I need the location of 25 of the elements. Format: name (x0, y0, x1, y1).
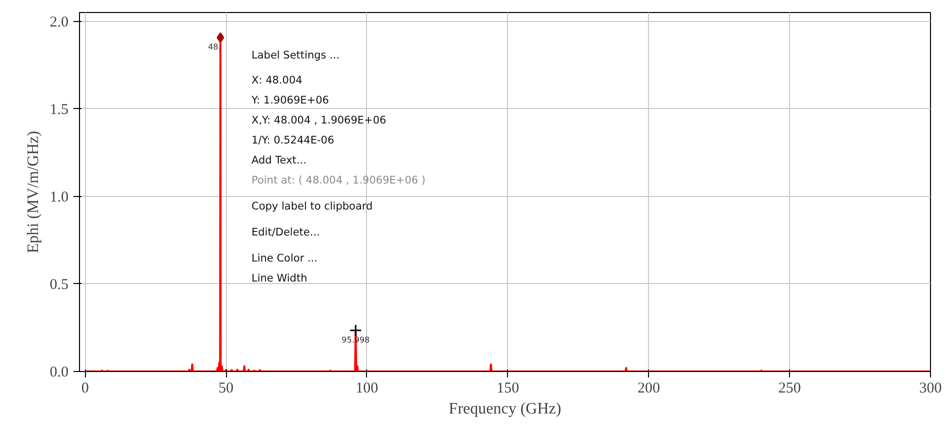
x-axis-title: Frequency (GHz) (448, 400, 562, 418)
y-tick-label: 2.0 (50, 14, 68, 30)
annotation: Y: 1.9069E+06 (250, 94, 330, 106)
y-tick-label: 1.5 (50, 102, 68, 118)
y-tick-label: 1.0 (50, 189, 68, 206)
annotation: 1/Y: 0.5244E-06 (252, 134, 334, 146)
y-tick-label: 0.0 (50, 364, 68, 380)
annotation: X: 48.004 (252, 74, 303, 86)
x-tick-label: 0 (81, 380, 89, 396)
x-tick-label: 300 (919, 380, 942, 396)
x-tick-label: 100 (356, 380, 378, 396)
x-tick-label: 50 (218, 380, 234, 396)
annotation: Line Width (252, 272, 308, 284)
annotation: Copy label to clipboard (252, 200, 373, 212)
annotation: Line Color ... (252, 252, 318, 264)
x-tick-label: 150 (496, 380, 520, 396)
annotation: X,Y: 48.004 , 1.9069E+06 (252, 114, 387, 126)
annotation: Point at: ( 48.004 , 1.9069E+06 ) (252, 174, 426, 186)
y-axis-title: Ephi (MV/m/GHz) (24, 130, 42, 254)
annotation: Label Settings ... (252, 50, 340, 62)
annotation: Edit/Delete... (252, 226, 320, 238)
x-tick-label: 250 (778, 380, 801, 396)
annotation: Add Text... (252, 154, 306, 166)
y-tick-label: 0.5 (50, 276, 68, 293)
x-tick-label: 200 (637, 380, 660, 396)
